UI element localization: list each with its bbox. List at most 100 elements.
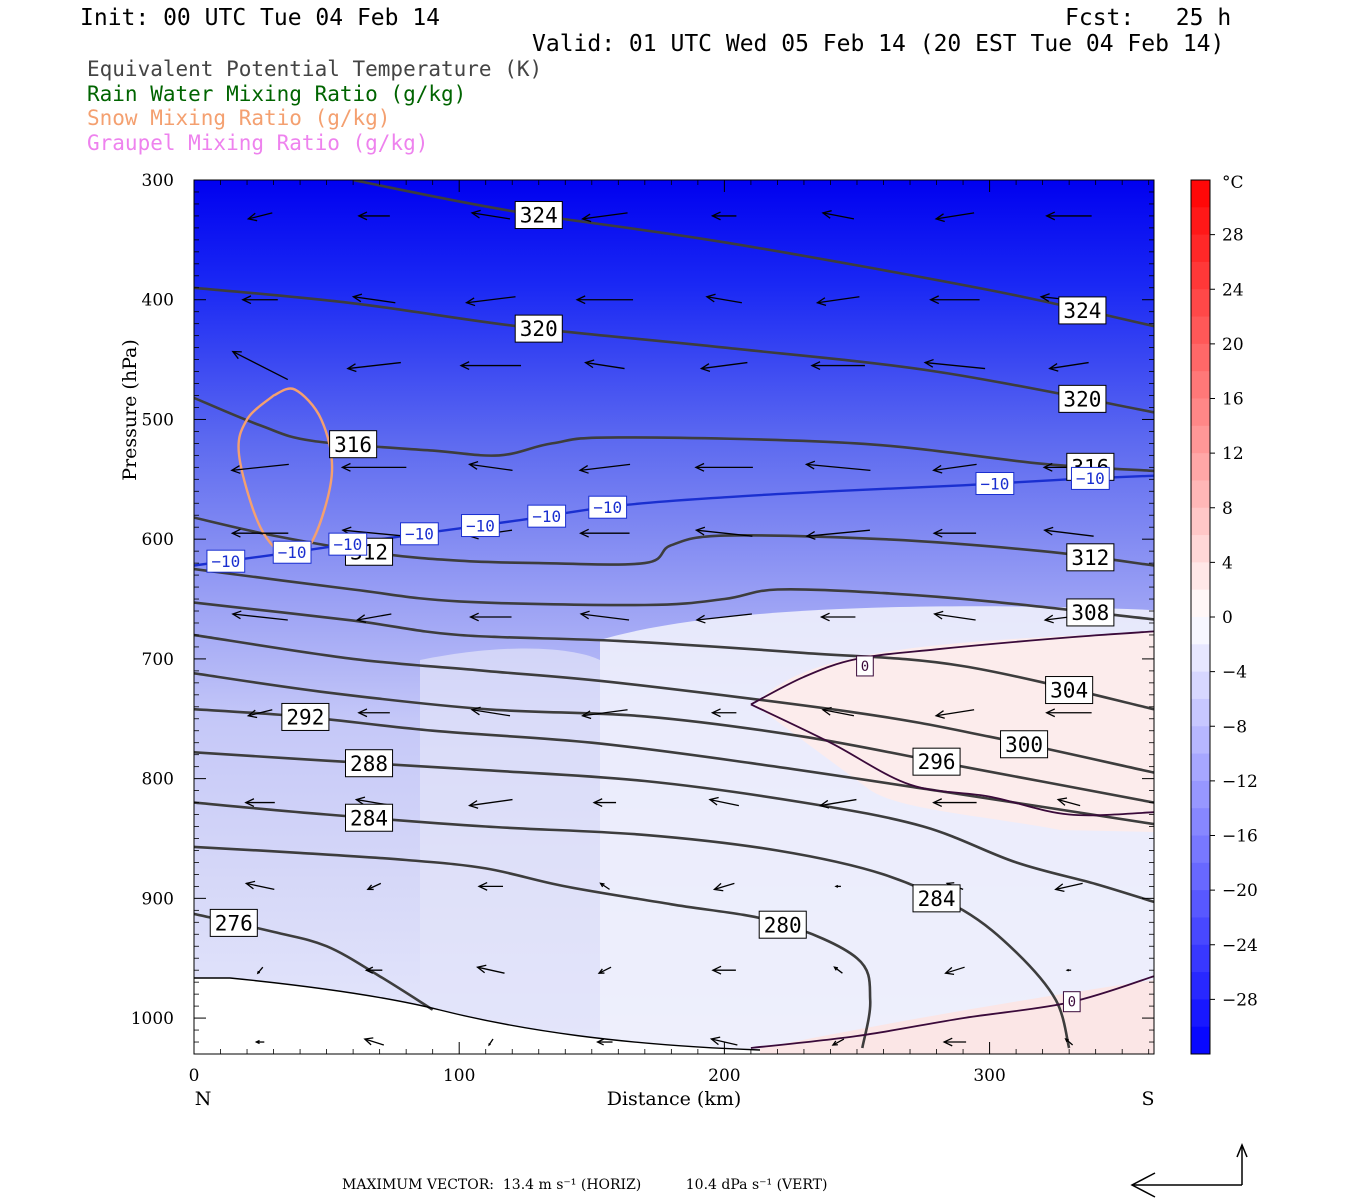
colorbar-label: −4 [1222, 663, 1247, 683]
temperature-label-minus10: −10 [593, 498, 622, 517]
colorbar-segment [1191, 234, 1210, 263]
terrain-line [194, 977, 761, 1051]
temperature-label-minus10: −10 [532, 507, 561, 526]
colorbar-segment [1191, 180, 1210, 208]
wind-vector [592, 798, 617, 808]
wind-vectors [230, 209, 1098, 1047]
wind-vector [488, 1038, 494, 1047]
wind-vector [340, 462, 407, 472]
wind-vector [244, 880, 275, 891]
wind-vector [694, 526, 753, 537]
wind-vector [710, 708, 737, 718]
theta-e-label-288: 288 [350, 752, 388, 776]
wind-vector [597, 966, 612, 974]
wind-vector [244, 798, 275, 808]
wind-vector [366, 882, 382, 891]
cool-region [420, 648, 600, 1054]
wind-vector [256, 966, 264, 975]
theta-e-label-324: 324 [1063, 299, 1101, 323]
y-axis-label: Pressure (hPa) [119, 339, 141, 481]
theta-e-label-320: 320 [1063, 387, 1101, 411]
x-end-label-south: S [1141, 1088, 1154, 1110]
wind-vector [810, 361, 865, 371]
wind-vector [468, 798, 513, 809]
temperature-label-minus10-box [527, 504, 567, 528]
wind-vector [254, 1039, 265, 1045]
wind-vector [1064, 1038, 1074, 1046]
terrain-mask [194, 978, 760, 1054]
colorbar-segment [1191, 371, 1210, 399]
wind-vector [818, 798, 857, 809]
wind-vector [357, 211, 390, 221]
wind-vector [581, 212, 628, 223]
wind-vector [465, 296, 516, 307]
temperature-label-minus10: −10 [333, 535, 362, 554]
wind-vector [363, 1037, 385, 1046]
theta-e-label-284: 284 [350, 806, 388, 830]
valid-time: Valid: 01 UTC Wed 05 Feb 14 (20 EST Tue … [532, 31, 1225, 57]
theta-e-label-312: 312 [1071, 546, 1109, 570]
colorbar-segment [1191, 780, 1210, 809]
wind-vector [230, 528, 289, 538]
colorbar-segment [1191, 617, 1210, 645]
temperature-label-minus10: −10 [278, 543, 307, 562]
wind-vector [695, 613, 752, 624]
theta-e-label-284-box [344, 803, 394, 832]
wind-vector [821, 210, 855, 220]
x-tick-label: 300 [973, 1066, 1005, 1086]
colorbar-segment [1191, 890, 1210, 918]
temperature-label-minus10-box [400, 522, 439, 546]
wind-vector [705, 293, 742, 304]
temperature-label-minus10: −10 [1076, 469, 1105, 488]
colorbar-segment [1191, 425, 1210, 454]
colorbar-segment [1191, 917, 1210, 946]
theta-e-label-296: 296 [918, 750, 956, 774]
wind-vector [596, 1038, 613, 1046]
wind-vector [932, 528, 977, 538]
wind-vector [1048, 361, 1089, 372]
temperature-label-zero-surface: 0 [1068, 995, 1076, 1011]
colorbar-label: 8 [1222, 499, 1233, 519]
wind-vector [934, 709, 975, 719]
temperature-label-zero-aloft: 0 [861, 659, 869, 675]
theta-e-label-320: 320 [520, 317, 558, 341]
theta-e-label-300-box [1000, 730, 1049, 759]
field-rain: Rain Water Mixing Ratio (g/kg) [87, 82, 467, 106]
y-tick-label: 900 [142, 889, 174, 909]
theta-e-label-304: 304 [1050, 679, 1088, 703]
colorbar-segment [1191, 972, 1210, 1000]
colorbar-segment [1191, 944, 1210, 973]
wind-vector [710, 211, 737, 221]
temperature-label-zero-aloft-box [856, 655, 874, 677]
x-tick-label: 200 [708, 1066, 740, 1086]
wind-vector [351, 293, 396, 304]
theta-e-label-320-box [514, 314, 563, 343]
temperature-label-minus10-box [272, 540, 312, 564]
wind-vector [470, 706, 511, 717]
theta-e-label-312-box [1066, 543, 1115, 572]
temperature-label-minus10: −10 [980, 474, 1009, 493]
wind-vector [357, 708, 390, 718]
colorbar-segment [1191, 671, 1210, 700]
theta-e-label-296-box [912, 747, 961, 776]
x-axis-label: Distance (km) [607, 1088, 742, 1110]
temperature-label-minus10: −10 [405, 525, 434, 544]
colorbar-label: −24 [1222, 936, 1258, 956]
field-theta-e: Equivalent Potential Temperature (K) [87, 57, 543, 81]
y-tick-label: 400 [142, 291, 174, 311]
colorbar-segment [1191, 698, 1210, 727]
temperature-contour-0-2 [750, 703, 1154, 817]
colorbar-segment [1191, 726, 1210, 755]
temperature-label-minus10: −10 [466, 516, 495, 535]
wind-vector [942, 1037, 967, 1047]
temperature-label-zero-surface-box [1062, 991, 1081, 1013]
colorbar-label: −8 [1222, 717, 1247, 737]
wind-vector [831, 1038, 845, 1046]
wind-vector [944, 966, 965, 975]
wind-vector [1056, 797, 1081, 807]
colorbar-segment [1191, 1026, 1210, 1055]
colorbar-segment [1191, 808, 1210, 836]
theta-e-label-324: 324 [520, 204, 558, 228]
max-vector-note: MAXIMUM VECTOR: 13.4 m s⁻¹ (HORIZ) 10.4 … [342, 1177, 828, 1193]
wind-vector [1054, 882, 1083, 893]
